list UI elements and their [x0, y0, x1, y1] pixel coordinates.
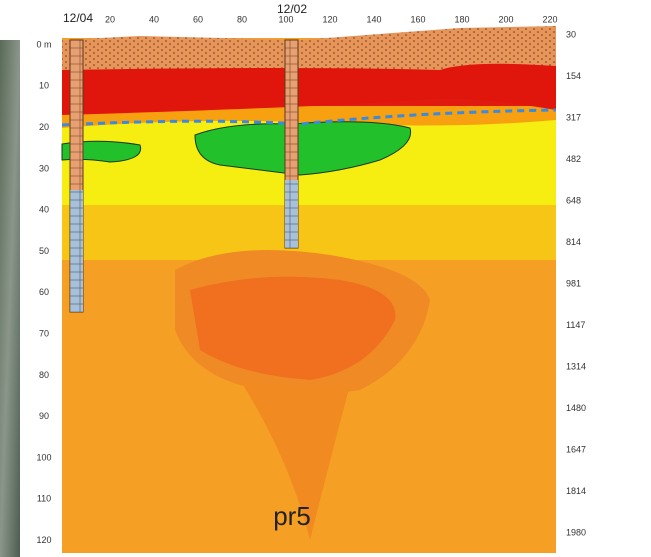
depth-label: 110	[37, 494, 51, 504]
depth-label: 30	[39, 163, 49, 173]
satellite-strip	[0, 40, 20, 557]
distance-label: 80	[237, 14, 247, 24]
right-label: 814	[566, 237, 581, 247]
depth-label: 90	[39, 411, 49, 421]
depth-label: 40	[39, 205, 49, 215]
distance-label: 140	[366, 14, 381, 24]
right-label: 1147	[566, 320, 585, 330]
depth-label: 50	[39, 246, 49, 256]
distance-label: 100	[278, 14, 293, 24]
depth-label: 60	[39, 287, 49, 297]
distance-label: 60	[193, 14, 203, 24]
right-label: 1480	[566, 403, 586, 413]
distance-label: 120	[322, 14, 337, 24]
right-label: 1814	[566, 486, 586, 496]
distance-label: 160	[410, 14, 425, 24]
depth-label: 70	[39, 328, 49, 338]
right-label: 317	[566, 112, 581, 122]
right-label: 482	[566, 154, 581, 164]
right-label: 154	[566, 71, 581, 81]
right-label: 1980	[566, 527, 586, 537]
right-label: 981	[566, 278, 581, 288]
right-label: 30	[566, 29, 576, 39]
depth-label: 0 m	[36, 39, 51, 49]
depth-label: 100	[36, 452, 51, 462]
distance-label: 40	[149, 14, 159, 24]
distance-label: 220	[542, 14, 557, 24]
distance-label: 20	[105, 14, 115, 24]
depth-label: 80	[39, 370, 49, 380]
resistivity-section	[62, 26, 556, 553]
right-label: 648	[566, 195, 581, 205]
right-label: 1647	[566, 444, 586, 454]
section-label: pr5	[273, 501, 311, 531]
depth-label: 120	[36, 535, 51, 545]
distance-label: 200	[498, 14, 513, 24]
section-view: pr5 12/0412/0220406080100120140160180200…	[0, 0, 651, 557]
depth-label: 20	[39, 122, 49, 132]
depth-label: 10	[39, 81, 49, 91]
borehole-label: 12/04	[63, 11, 93, 25]
distance-label: 180	[454, 14, 469, 24]
right-label: 1314	[566, 361, 586, 371]
